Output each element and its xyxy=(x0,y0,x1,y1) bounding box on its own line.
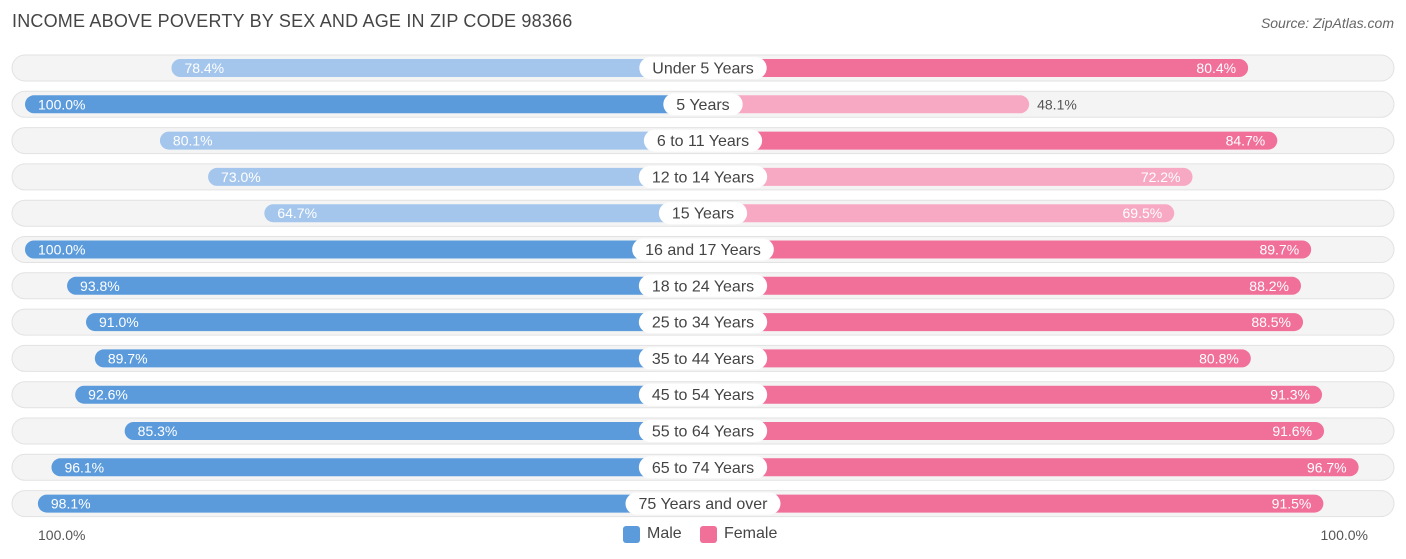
female-bar xyxy=(703,95,1030,114)
category-label-12-to-14-years: 12 to 14 Years xyxy=(652,169,754,186)
chart-canvas: 78.4% 80.4% Under 5 Years 100.0% 48.1% 5 Year… xyxy=(11,54,1395,518)
female-value-label: 88.2% xyxy=(1249,278,1289,294)
male-bar xyxy=(25,240,703,259)
female-value-label: 91.3% xyxy=(1270,387,1310,403)
chart-source: Source: ZipAtlas.com xyxy=(1260,15,1394,31)
female-bar xyxy=(703,422,1325,440)
female-value-label: 80.8% xyxy=(1199,350,1239,366)
female-bar xyxy=(703,276,1301,295)
male-bar xyxy=(264,204,703,223)
chart-title: INCOME ABOVE POVERTY BY SEX AND AGE IN Z… xyxy=(12,11,573,31)
legend-label-male: Male xyxy=(647,525,682,542)
male-bar xyxy=(171,59,703,77)
category-label-15-years: 15 Years xyxy=(672,206,734,223)
category-pill-18-to-24-years xyxy=(638,274,768,297)
male-value-label: 98.1% xyxy=(51,496,91,512)
male-bar xyxy=(67,276,703,295)
category-pill-55-to-64-years xyxy=(638,420,768,442)
male-bar xyxy=(208,167,703,186)
category-pill-6-to-11-years xyxy=(643,129,763,152)
male-bar xyxy=(25,95,703,114)
category-label-75-years-and-over: 75 Years and over xyxy=(639,496,769,513)
category-label-55-to-64-years: 55 to 64 Years xyxy=(652,424,754,441)
male-value-label: 78.4% xyxy=(184,60,224,76)
category-label-35-to-44-years: 35 to 44 Years xyxy=(652,351,754,368)
male-value-label: 93.8% xyxy=(80,278,120,294)
male-bar xyxy=(124,422,703,440)
category-pill-65-to-74-years xyxy=(638,456,768,479)
category-pill-75-years-and-over xyxy=(625,492,781,515)
category-label-25-to-34-years: 25 to 34 Years xyxy=(652,315,754,332)
category-label-45-to-54-years: 45 to 54 Years xyxy=(652,387,754,404)
female-value-label: 69.5% xyxy=(1123,205,1163,221)
male-bar xyxy=(37,494,703,513)
category-label-6-to-11-years: 6 to 11 Years xyxy=(657,133,749,150)
female-bar xyxy=(703,494,1324,513)
axis-right-label: 100.0% xyxy=(1320,527,1368,543)
axis-left-label: 100.0% xyxy=(38,527,86,543)
female-value-label: 91.5% xyxy=(1272,496,1312,512)
category-pill-25-to-34-years xyxy=(638,311,768,334)
category-label-65-to-74-years: 65 to 74 Years xyxy=(652,460,754,477)
legend-label-female: Female xyxy=(724,525,778,542)
male-bar xyxy=(51,458,703,477)
female-bar xyxy=(703,385,1323,404)
male-bar xyxy=(86,313,703,332)
legend-swatch-female xyxy=(700,525,717,543)
male-value-label: 96.1% xyxy=(64,459,104,475)
legend-swatch-male xyxy=(623,525,640,543)
category-label-5-years: 5 Years xyxy=(676,97,729,114)
male-value-label: 92.6% xyxy=(88,387,128,403)
female-value-label: 48.1% xyxy=(1037,96,1077,112)
male-value-label: 64.7% xyxy=(277,205,317,221)
male-value-label: 91.0% xyxy=(99,314,139,330)
legend-item-male: Male xyxy=(623,524,682,544)
male-bar xyxy=(75,385,703,404)
category-label-under-5-years: Under 5 Years xyxy=(652,61,753,78)
category-pill-35-to-44-years xyxy=(638,347,768,370)
male-value-label: 100.0% xyxy=(38,242,85,258)
category-pill-5-years xyxy=(663,93,743,116)
female-value-label: 89.7% xyxy=(1259,242,1299,258)
legend: Male Female xyxy=(0,524,1406,546)
category-pill-16-and-17-years xyxy=(632,238,774,261)
female-value-label: 91.6% xyxy=(1272,423,1312,439)
female-bar xyxy=(703,240,1312,259)
female-bar xyxy=(703,349,1251,368)
female-value-label: 80.4% xyxy=(1196,60,1236,76)
male-value-label: 80.1% xyxy=(173,133,213,149)
female-bar xyxy=(703,131,1278,150)
category-label-18-to-24-years: 18 to 24 Years xyxy=(652,278,754,295)
legend-item-female: Female xyxy=(700,524,777,544)
male-value-label: 89.7% xyxy=(108,350,148,366)
female-value-label: 96.7% xyxy=(1307,459,1347,475)
female-bar xyxy=(703,458,1359,477)
female-value-label: 84.7% xyxy=(1226,133,1266,149)
male-bar xyxy=(159,131,703,150)
female-value-label: 88.5% xyxy=(1251,314,1291,330)
category-pill-15-years xyxy=(658,202,748,225)
female-value-label: 72.2% xyxy=(1141,169,1181,185)
male-bar xyxy=(94,349,704,368)
female-bar xyxy=(703,313,1304,332)
male-value-label: 85.3% xyxy=(138,423,178,439)
male-value-label: 73.0% xyxy=(221,169,261,185)
category-label-16-and-17-years: 16 and 17 Years xyxy=(645,242,761,259)
category-pill-12-to-14-years xyxy=(638,165,768,188)
male-value-label: 100.0% xyxy=(38,96,85,112)
female-bar xyxy=(703,59,1249,77)
category-pill-45-to-54-years xyxy=(638,383,768,406)
female-bar xyxy=(703,204,1175,223)
category-pill-under-5-years xyxy=(639,57,767,79)
female-bar xyxy=(703,167,1193,186)
